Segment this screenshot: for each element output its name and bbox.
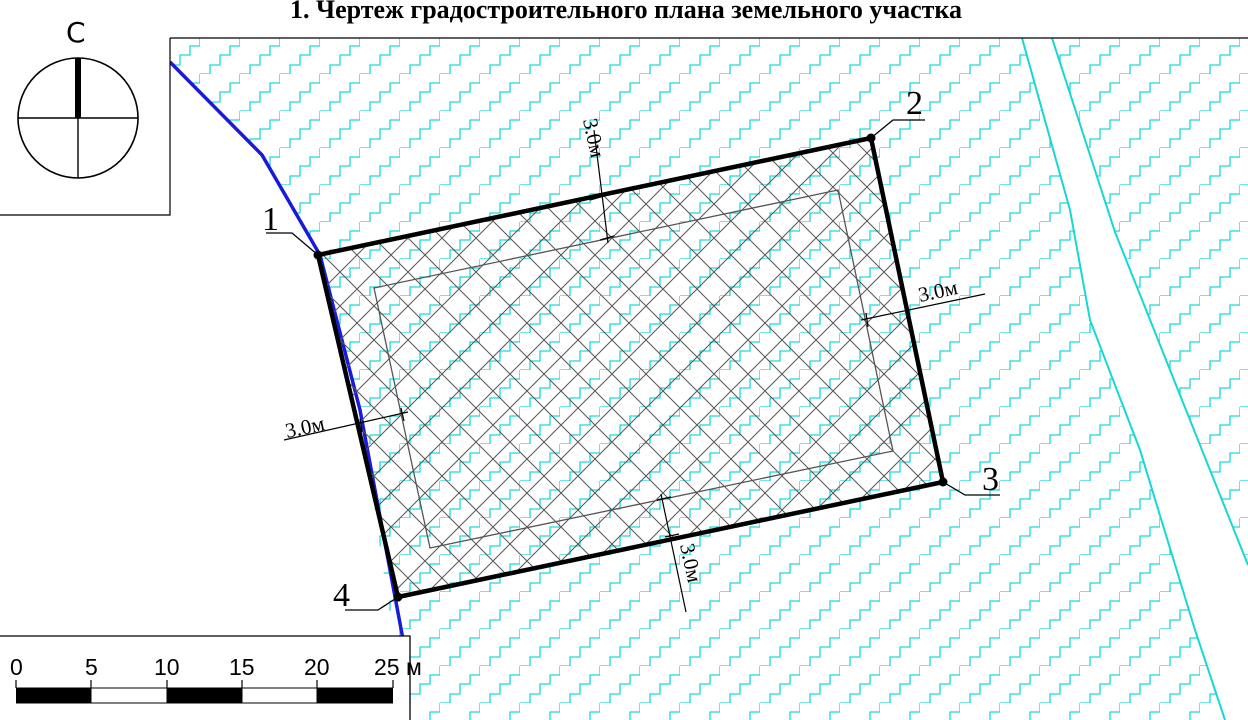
scale-tick-20: 20 (304, 654, 330, 680)
corner-leaders (266, 119, 1000, 611)
corner-label-1: 1 (262, 201, 279, 238)
north-arrow-label: С (66, 16, 86, 49)
unhatched-area (170, 38, 405, 720)
corner-label-4: 4 (333, 577, 350, 614)
plot-hatch (318, 138, 943, 597)
map-frame (0, 37, 1248, 216)
corner-label-3: 3 (982, 461, 999, 498)
river-bank-left (1021, 38, 1226, 720)
scale-tick-15: 15 (229, 654, 255, 680)
scale-tick-25: 25 м (374, 654, 422, 680)
north-arrow: С (17, 16, 139, 179)
scale-tick-10: 10 (154, 654, 180, 680)
river-channel (1022, 38, 1248, 720)
scale-bar: 0 5 10 15 20 25 м (0, 635, 422, 720)
scale-tick-5: 5 (85, 654, 98, 680)
river-bank-right (1051, 38, 1248, 566)
setback-dimensions (283, 129, 986, 613)
buildable-zone (373, 189, 894, 549)
page-title: 1. Чертеж градостроительного плана земел… (290, 0, 962, 24)
corner-label-2: 2 (906, 85, 923, 122)
scale-tick-0: 0 (10, 654, 23, 680)
